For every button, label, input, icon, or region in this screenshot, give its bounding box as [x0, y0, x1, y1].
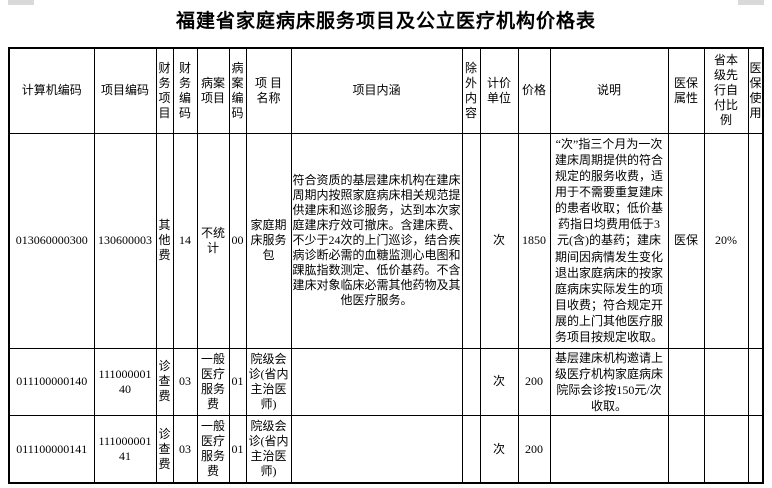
- col-header-unit: 计价 单位: [479, 47, 519, 134]
- cell-note: 基层建床机构邀请上级医疗机构家庭病床院际会诊按150元/次收取。: [549, 347, 669, 416]
- cell-finance-code: 03: [172, 414, 198, 484]
- col-header-exclusion: 除 外 内 容: [461, 47, 481, 134]
- col-header-insurance-attr: 医保 属性: [667, 47, 705, 134]
- cell-self-pay: [703, 414, 749, 484]
- cell-price: 200: [517, 414, 551, 484]
- cell-project-code: 111000001 41: [93, 414, 157, 484]
- col-header-insurance-use: 医 保 使 用: [747, 47, 764, 134]
- cell-name: 院级会 诊(省内 主治医 师): [245, 414, 292, 484]
- cell-insurance-attr: [667, 414, 705, 484]
- cell-finance-code: 03: [172, 347, 198, 416]
- cell-computer-code: 013060000300: [8, 132, 95, 349]
- cell-project-code: 111000001 40: [93, 347, 157, 416]
- header-row: 计算机编码 项目编码 财 务 项 目 财 务 编 码 病案 项目 病 案 编 码…: [8, 47, 764, 134]
- cell-finance-code: 14: [172, 132, 198, 349]
- cell-insurance-attr: [667, 347, 705, 416]
- col-header-project-code: 项目编码: [93, 47, 157, 134]
- cell-content: [290, 414, 463, 484]
- cell-insurance-attr: 医保: [667, 132, 705, 349]
- cell-case-code: 01: [228, 414, 247, 484]
- page-title: 福建省家庭病床服务项目及公立医疗机构价格表: [175, 11, 596, 32]
- cell-insurance-use: [747, 414, 764, 484]
- col-header-self-pay: 省本 级先 行自 付比 例: [703, 47, 749, 134]
- cell-exclusion: [461, 414, 481, 484]
- cell-finance-item: 其 他 费: [155, 132, 174, 349]
- cell-name: 家庭期 床服务 包: [245, 132, 292, 349]
- cell-case-code: 00: [228, 132, 247, 349]
- cell-content: [290, 347, 463, 416]
- cell-price: 1850: [517, 132, 551, 349]
- cell-insurance-use: [747, 347, 764, 416]
- cell-finance-item: 诊 查 费: [155, 414, 174, 484]
- scroll-artifact-right: [738, 0, 764, 5]
- table-row: 013060000300 130600003 其 他 费 14 不统 计 00 …: [8, 132, 764, 349]
- col-header-note: 说明: [549, 47, 669, 134]
- cell-content: 符合资质的基层建床机构在建床周期内按照家庭病床相关规范提供建床和巡诊服务，达到本…: [290, 132, 463, 349]
- col-header-price: 价格: [517, 47, 551, 134]
- table-row: 011100000140 111000001 40 诊 查 费 03 一般 医疗…: [8, 347, 764, 416]
- cell-computer-code: 011100000141: [8, 414, 95, 484]
- price-table: 计算机编码 项目编码 财 务 项 目 财 务 编 码 病案 项目 病 案 编 码…: [8, 47, 764, 485]
- cell-computer-code: 011100000140: [8, 347, 95, 416]
- col-header-case-code: 病 案 编 码: [228, 47, 247, 134]
- cell-unit: 次: [479, 414, 519, 484]
- cell-note: [549, 414, 669, 484]
- cell-unit: 次: [479, 347, 519, 416]
- cell-insurance-use: [747, 132, 764, 349]
- cell-unit: 次: [479, 132, 519, 349]
- cell-exclusion: [461, 132, 481, 349]
- cell-finance-item: 诊 查 费: [155, 347, 174, 416]
- cell-note: “次”指三个月为一次建床周期提供的符合规定的服务收费，适用于不需要重复建床的患者…: [549, 132, 669, 349]
- cell-case-item: 一般 医疗 服务 费: [196, 347, 230, 416]
- cell-name: 院级会 诊(省内 主治医 师): [245, 347, 292, 416]
- col-header-finance-item: 财 务 项 目: [155, 47, 174, 134]
- col-header-content: 项目内涵: [290, 47, 463, 134]
- col-header-name: 项 目 名称: [245, 47, 292, 134]
- col-header-finance-code: 财 务 编 码: [172, 47, 198, 134]
- cell-price: 200: [517, 347, 551, 416]
- cell-self-pay: [703, 347, 749, 416]
- cell-self-pay: 20%: [703, 132, 749, 349]
- cell-case-code: 01: [228, 347, 247, 416]
- scroll-artifact-left: [8, 0, 34, 5]
- col-header-case-item: 病案 项目: [196, 47, 230, 134]
- cell-project-code: 130600003: [93, 132, 157, 349]
- cell-case-item: 一般 医疗 服务 费: [196, 414, 230, 484]
- col-header-computer-code: 计算机编码: [8, 47, 95, 134]
- cell-exclusion: [461, 347, 481, 416]
- cell-case-item: 不统 计: [196, 132, 230, 349]
- table-row: 011100000141 111000001 41 诊 查 费 03 一般 医疗…: [8, 414, 764, 484]
